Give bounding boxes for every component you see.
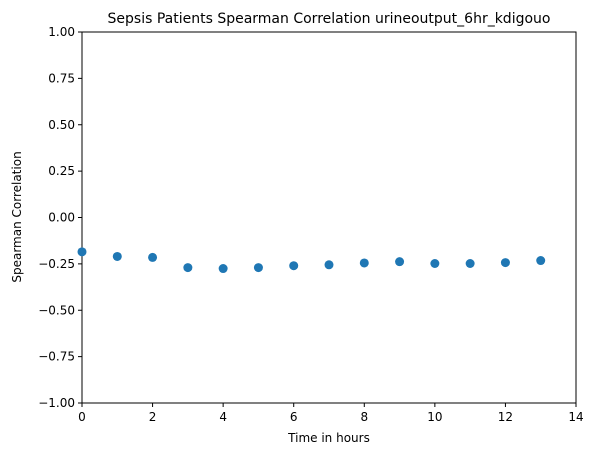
plot-frame — [81, 31, 577, 404]
y-tick-label: −0.25 — [38, 257, 75, 271]
x-tick-label: 2 — [149, 410, 157, 424]
y-tick-label: 0.25 — [48, 164, 75, 178]
data-point — [218, 264, 228, 274]
y-tick-label: 0.75 — [48, 71, 75, 85]
y-tick-label: 1.00 — [48, 25, 75, 39]
data-point — [253, 263, 263, 273]
data-point — [148, 252, 158, 262]
data-point — [500, 258, 510, 268]
data-points — [77, 247, 546, 274]
data-point — [112, 251, 122, 261]
y-axis: −1.00 −0.75 −0.50 −0.25 0.00 0.25 0.50 0.75 1.00 — [38, 25, 82, 410]
x-tick-label: 12 — [498, 410, 513, 424]
data-point — [465, 259, 475, 269]
data-point — [395, 257, 405, 267]
data-point — [289, 261, 299, 271]
data-point — [183, 263, 193, 273]
x-tick-label: 10 — [427, 410, 442, 424]
chart-title: Sepsis Patients Spearman Correlation uri… — [108, 11, 551, 27]
x-axis-label: Time in hours — [287, 431, 370, 445]
data-point — [359, 258, 369, 268]
y-tick-label: −1.00 — [38, 396, 75, 410]
y-tick-label: 0.50 — [48, 118, 75, 132]
y-tick-label: 0.00 — [48, 211, 75, 225]
y-tick-label: −0.75 — [38, 350, 75, 364]
y-tick-label: −0.50 — [38, 303, 75, 317]
data-point — [324, 260, 334, 270]
x-tick-label: 8 — [360, 410, 368, 424]
x-tick-label: 4 — [219, 410, 227, 424]
x-tick-label: 6 — [290, 410, 298, 424]
data-point — [430, 259, 440, 269]
data-point — [536, 256, 546, 266]
plot-area — [81, 31, 577, 404]
data-point — [77, 247, 87, 257]
x-tick-label: 14 — [568, 410, 583, 424]
y-axis-label: Spearman Correlation — [10, 151, 24, 282]
x-axis: 0 2 4 6 8 10 12 14 — [78, 403, 584, 424]
x-tick-label: 0 — [78, 410, 86, 424]
